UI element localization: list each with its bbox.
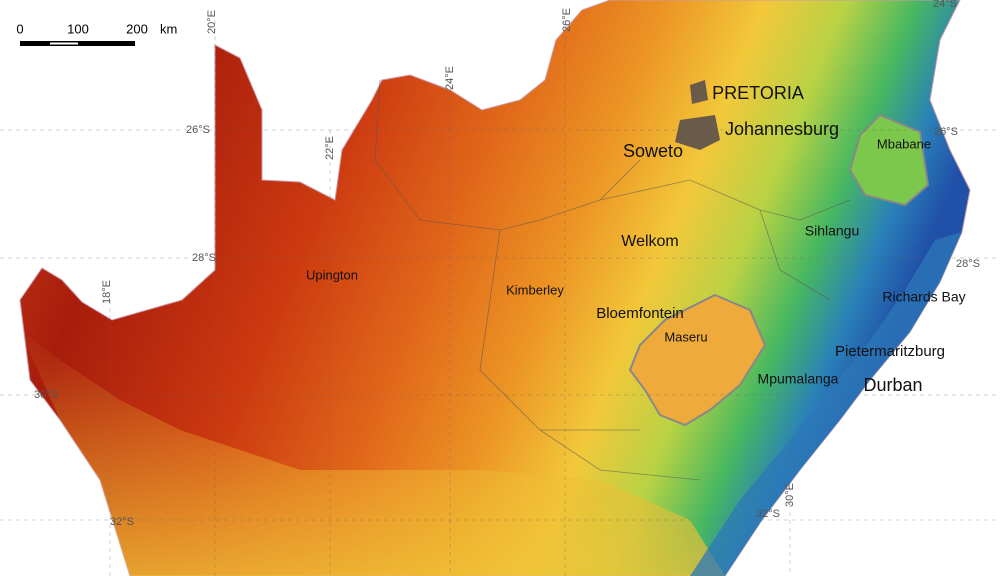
place-label: Maseru <box>664 329 707 344</box>
place-label: Mpumalanga <box>758 371 839 387</box>
place-label: Welkom <box>621 233 679 250</box>
place-label: Johannesburg <box>725 119 839 139</box>
place-label: Durban <box>863 375 922 395</box>
coastal-belt <box>690 232 962 576</box>
place-label: PRETORIA <box>712 83 804 103</box>
province-borders <box>374 79 851 481</box>
eswatini <box>848 113 930 207</box>
graticule-label: 28°S <box>192 252 216 264</box>
place-label: Pietermaritzburg <box>835 343 945 360</box>
place-label: Mbabane <box>877 136 931 151</box>
graticule-label: 22°E <box>324 136 336 160</box>
graticule-label: 32°S <box>110 516 134 528</box>
graticule-label: 26°E <box>561 8 573 32</box>
scale-bar: 0 100 200 km <box>16 21 177 46</box>
scale-bar-segment <box>50 42 78 45</box>
place-label: Richards Bay <box>882 289 965 305</box>
south-coast-band <box>20 330 725 576</box>
scale-label: 0 <box>16 21 23 36</box>
graticule-label: 26°S <box>186 124 210 136</box>
graticule-label: 18°E <box>101 280 113 304</box>
scale-unit: km <box>160 21 177 36</box>
graticule-label: 30°E <box>784 483 796 507</box>
place-label: Kimberley <box>506 282 564 297</box>
graticule-label: 24°E <box>444 66 456 90</box>
lesotho <box>628 293 767 427</box>
graticule-label: 28°S <box>956 258 980 270</box>
graticule-label: 30°S <box>34 389 58 401</box>
country <box>19 0 971 576</box>
scale-label: 200 <box>126 21 148 36</box>
graticule <box>0 20 1000 576</box>
graticule-label: 20°E <box>206 10 218 34</box>
place-label: Bloemfontein <box>596 305 684 322</box>
scale-label: 100 <box>67 21 89 36</box>
graticule-label: 26°S <box>934 126 958 138</box>
graticule-label: 32°S <box>756 508 780 520</box>
place-label: Sihlangu <box>805 223 860 239</box>
urban-area <box>675 80 720 150</box>
graticule-label: 24°S <box>933 0 957 10</box>
place-label: Upington <box>306 267 358 282</box>
place-label: Soweto <box>623 141 683 161</box>
